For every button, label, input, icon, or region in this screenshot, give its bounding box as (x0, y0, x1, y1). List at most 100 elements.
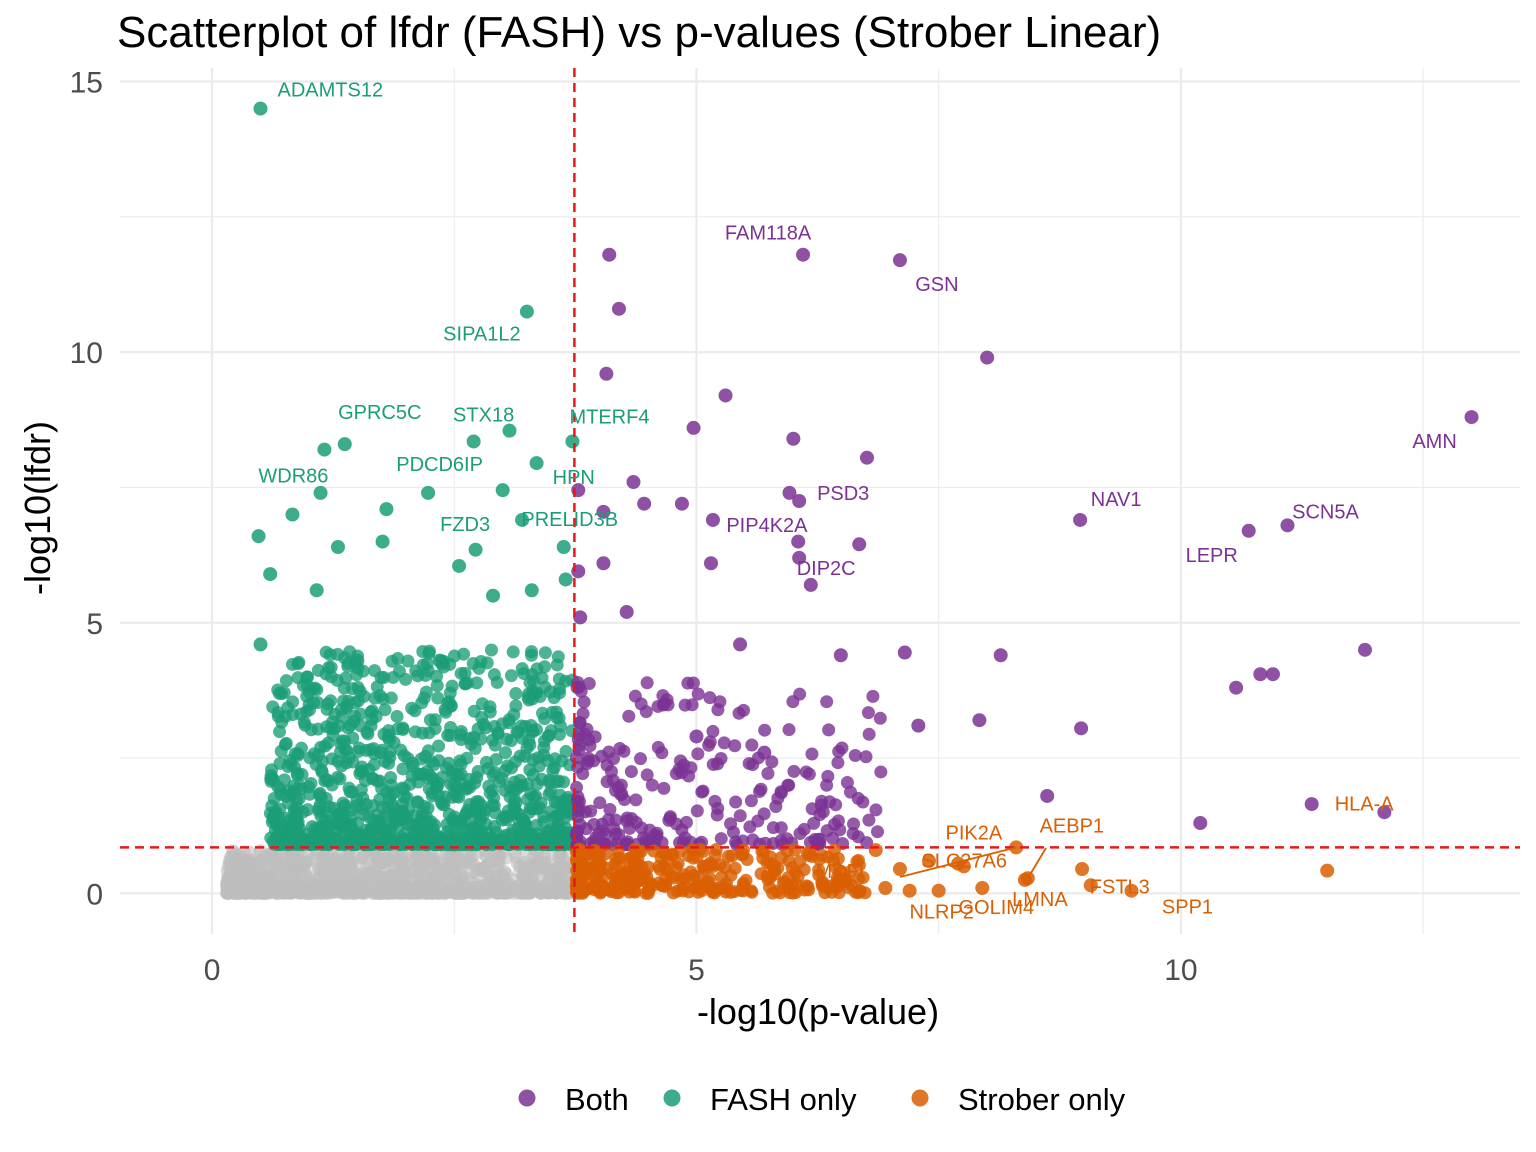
point-fash-only (505, 807, 519, 821)
point-strober-only (691, 870, 705, 884)
point-both (753, 784, 767, 798)
point-strober-only (628, 871, 642, 885)
point-fash-only (390, 709, 404, 723)
y-tick-label: 10 (70, 337, 103, 370)
point-strober-only (706, 884, 720, 898)
x-tick-label: 0 (204, 954, 221, 987)
point-fash-only (405, 756, 419, 770)
point-fash-only (529, 723, 543, 737)
point-fash-only (309, 758, 323, 772)
point-fash-only (515, 512, 530, 527)
point-fash-only (375, 534, 390, 549)
point-fash-only (291, 802, 305, 816)
point-fash-only (491, 726, 505, 740)
point-both (686, 420, 701, 435)
point-both (820, 695, 834, 709)
point-both (681, 676, 695, 690)
point-both (634, 697, 648, 711)
point-neither (283, 886, 297, 900)
point-both (829, 798, 843, 812)
point-both (980, 350, 995, 365)
point-both (661, 698, 675, 712)
point-both (596, 504, 611, 519)
point-both (645, 778, 659, 792)
point-fash-only (486, 588, 501, 603)
point-fash-only (416, 806, 430, 820)
point-neither (231, 866, 245, 880)
point-both (637, 496, 652, 511)
point-both (862, 727, 876, 741)
point-strober-only (975, 880, 990, 895)
point-both (1040, 788, 1055, 803)
point-fash-only (346, 827, 360, 841)
point-both (572, 680, 586, 694)
point-strober-only (652, 859, 666, 873)
point-fash-only (547, 835, 561, 849)
point-both (861, 706, 875, 720)
point-both (846, 827, 860, 841)
point-fash-only (559, 793, 573, 807)
point-both (573, 610, 588, 625)
gene-label: PRELID3B (521, 509, 618, 531)
point-both (742, 756, 756, 770)
point-strober-only (892, 862, 907, 877)
gene-label: FSTL3 (1090, 876, 1150, 898)
point-both (691, 687, 705, 701)
point-fash-only (394, 743, 408, 757)
point-fash-only (526, 768, 540, 782)
point-fash-only (338, 734, 352, 748)
point-fash-only (468, 805, 482, 819)
label-leader-line (899, 846, 1017, 878)
point-both (690, 804, 704, 818)
point-fash-only (309, 583, 324, 598)
point-fash-only (445, 764, 459, 778)
point-fash-only (556, 540, 571, 555)
point-fash-only (382, 724, 396, 738)
point-both (587, 817, 601, 831)
point-fash-only (475, 697, 489, 711)
point-fash-only (415, 833, 429, 847)
point-fash-only (364, 705, 378, 719)
label-leader-line (1027, 847, 1047, 879)
point-fash-only (557, 775, 571, 789)
point-strober-only (642, 883, 656, 897)
point-both (897, 645, 912, 660)
point-strober-only (1075, 862, 1090, 877)
point-fash-only (341, 694, 355, 708)
point-strober-only (801, 880, 815, 894)
point-strober-only (1124, 883, 1139, 898)
point-both (826, 831, 840, 845)
point-both (596, 556, 611, 571)
point-both (802, 767, 816, 781)
point-fash-only (385, 654, 399, 668)
gene-label: NLRP2 (909, 902, 973, 924)
point-both (678, 831, 692, 845)
point-both (1357, 642, 1372, 657)
point-fash-only (547, 691, 561, 705)
point-fash-only (553, 823, 567, 837)
point-both (822, 723, 836, 737)
point-fash-only (367, 747, 381, 761)
point-fash-only (332, 719, 346, 733)
point-fash-only (432, 653, 447, 668)
gene-label: PDCD6IP (396, 454, 483, 476)
point-fash-only (266, 812, 280, 826)
point-strober-only (878, 880, 893, 895)
point-neither (336, 854, 350, 868)
point-both (866, 689, 880, 703)
point-both (787, 764, 801, 778)
legend: Both FASH only Strober only (518, 1082, 1126, 1117)
point-fash-only (509, 687, 523, 701)
point-both (577, 695, 591, 709)
point-fash-only (338, 651, 352, 665)
point-both (582, 677, 596, 691)
point-neither (370, 860, 384, 874)
gene-label: PIK2A (946, 822, 1003, 844)
point-fash-only (417, 691, 431, 705)
point-neither (441, 860, 455, 874)
point-fash-only (525, 668, 539, 682)
point-fash-only (318, 739, 332, 753)
point-both (617, 744, 631, 758)
point-fash-only (318, 813, 332, 827)
point-fash-only (265, 763, 279, 777)
